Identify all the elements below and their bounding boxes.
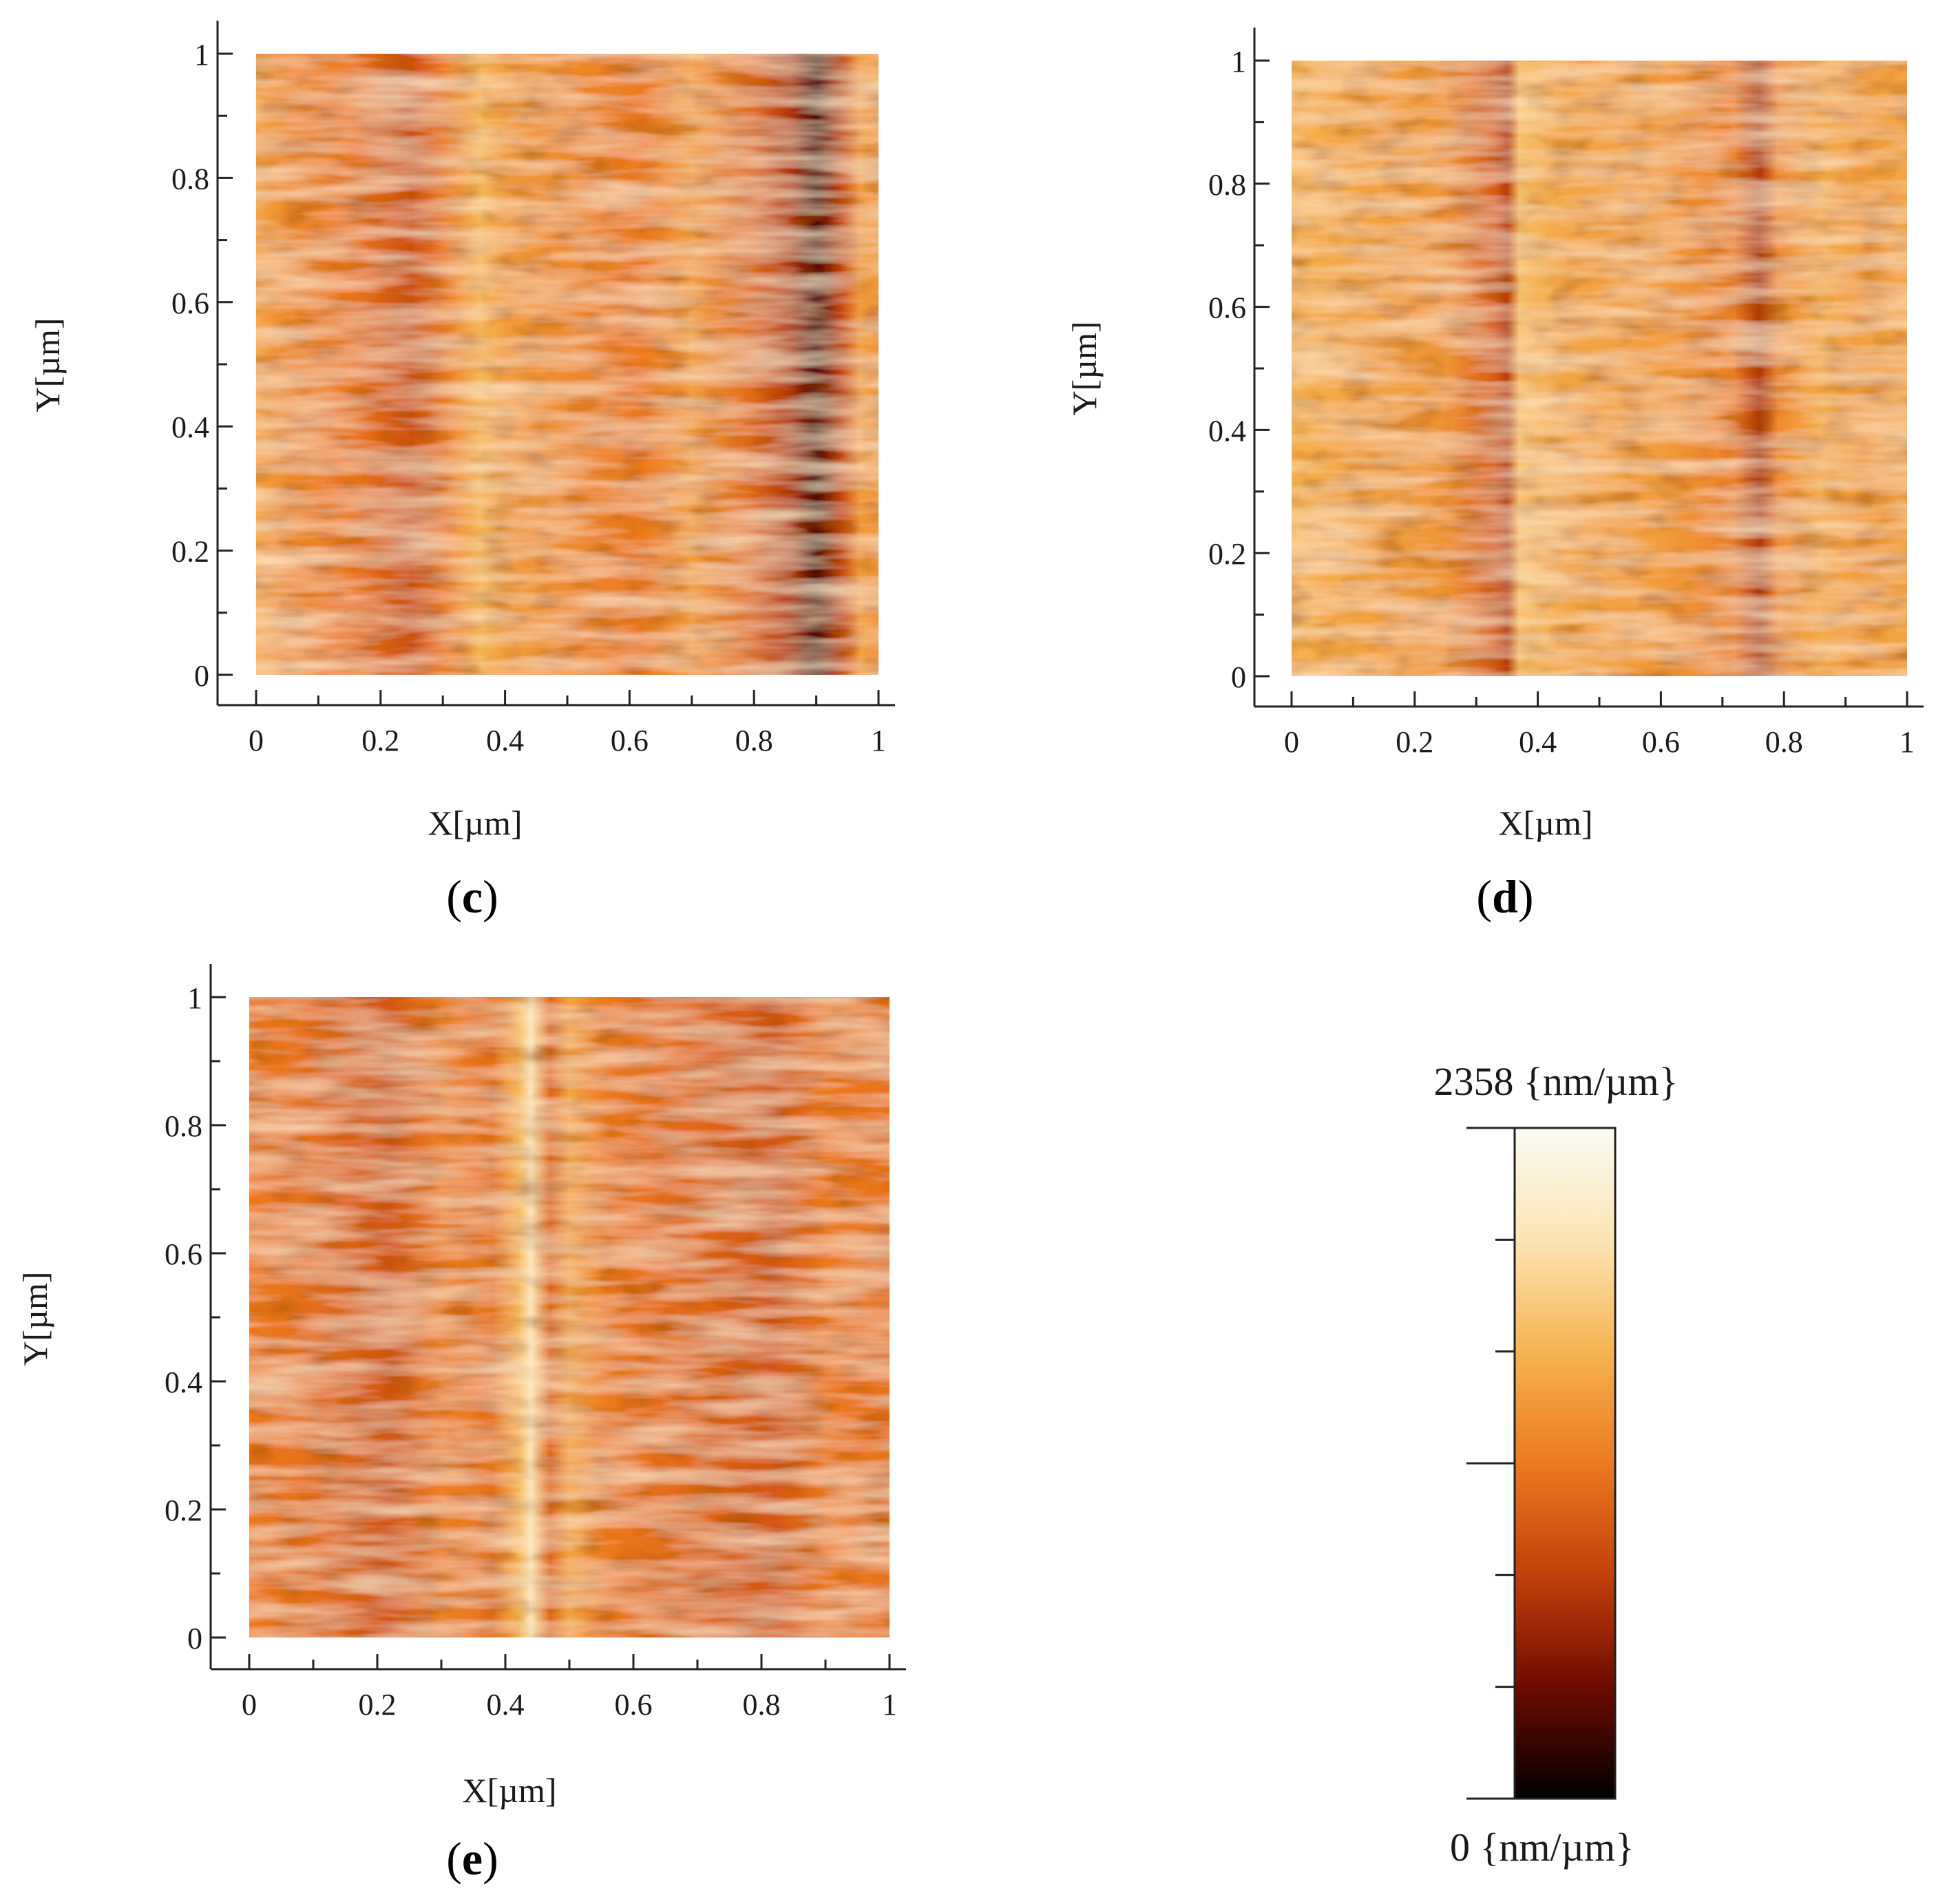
panel-c-y-tick-label: 0.4 — [171, 410, 209, 444]
colorbar-gradient — [1513, 1127, 1617, 1800]
panel-c-y-tick-label: 0 — [194, 659, 209, 693]
panel-d-label-open: ( — [1476, 870, 1492, 923]
panel-c-label-letter: c — [462, 870, 483, 923]
panel-d-x-tick-label: 0.6 — [1642, 725, 1680, 759]
panel-e-y-axis-title: Y[µm] — [16, 1271, 54, 1366]
panel-c-x-tick-label: 0.2 — [361, 724, 399, 757]
panel-d-x-tick-labels: 0 0.2 0.4 0.6 0.8 1 — [1284, 725, 1915, 759]
panel-e-y-tick-label: 1 — [187, 981, 202, 1015]
panel-c-x-tick-label: 0.8 — [735, 724, 773, 757]
panel-e-y-tick-label: 0.6 — [165, 1237, 202, 1271]
panel-d-y-tick-label: 0.2 — [1208, 537, 1246, 571]
panel-d-y-tick-label: 0 — [1231, 660, 1246, 694]
panel-c-label-open: ( — [446, 870, 462, 923]
panel-e-label: (e) — [446, 1832, 498, 1885]
panel-e-x-tick-label: 0 — [242, 1688, 257, 1722]
panel-c-y-tick-label: 1 — [194, 38, 209, 72]
panel-e-x-tick-label: 0.6 — [615, 1688, 653, 1722]
panel-d-y-tick-labels: 0 0.2 0.4 0.6 0.8 1 — [1208, 45, 1246, 694]
panel-c-y-tick-label: 0.6 — [171, 286, 209, 320]
panel-e-surface — [249, 997, 890, 1638]
panel-c-x-axis-title: X[µm] — [428, 804, 522, 842]
panel-d-surface — [1292, 61, 1907, 676]
colorbar-min-value: 0 — [1450, 1825, 1470, 1870]
panel-e-label-close: ) — [483, 1832, 498, 1885]
panel-c-x-tick-label: 0.6 — [611, 724, 649, 757]
panel-d-y-tick-label: 1 — [1231, 45, 1246, 79]
panel-c-y-tick-label: 0.2 — [171, 535, 209, 569]
panel-d-axes — [1253, 28, 1924, 708]
panel-d: 0 0.2 0.4 0.6 0.8 1 0 0.2 0.4 0.6 0.8 1 X[µm] Y[µm… — [1065, 28, 1924, 923]
panel-d-label: (d) — [1476, 870, 1533, 923]
panel-e-x-tick-label: 0.8 — [743, 1688, 781, 1722]
panel-e-x-axis-title: X[µm] — [462, 1771, 556, 1810]
panel-c-y-axis-title: Y[µm] — [28, 317, 67, 412]
panel-d-x-tick-label: 0.8 — [1765, 725, 1803, 759]
panel-c: 0 0.2 0.4 0.6 0.8 1 0 0.2 0.4 0.6 0.8 1 X[µm] Y[µm… — [28, 21, 895, 923]
panel-e-y-tick-label: 0.4 — [165, 1366, 202, 1399]
panel-d-y-tick-label: 0.6 — [1208, 291, 1246, 325]
panel-d-x-axis-title: X[µm] — [1498, 804, 1592, 842]
panel-c-y-tick-label: 0.8 — [171, 162, 209, 196]
panel-e-y-tick-label: 0.8 — [165, 1109, 202, 1143]
panel-c-heatmap — [256, 54, 878, 675]
panel-e-y-tick-labels: 0 0.2 0.4 0.6 0.8 1 — [165, 981, 202, 1655]
panel-e-x-tick-label: 0.2 — [359, 1688, 397, 1722]
panel-c-x-tick-label: 0.4 — [486, 724, 524, 757]
panel-d-y-axis-title: Y[µm] — [1065, 321, 1104, 415]
panel-e-x-tick-label: 0.4 — [487, 1688, 525, 1722]
panel-c-y-tick-labels: 0 0.2 0.4 0.6 0.8 1 — [171, 38, 209, 693]
panel-c-label-close: ) — [483, 870, 498, 923]
panel-e-y-tick-label: 0 — [187, 1622, 202, 1655]
panel-d-y-tick-label: 0.8 — [1208, 168, 1246, 202]
panel-e-x-tick-label: 1 — [882, 1688, 897, 1722]
panel-e-heatmap — [249, 997, 890, 1638]
panel-e-label-open: ( — [446, 1832, 462, 1885]
panel-e-y-tick-label: 0.2 — [165, 1494, 202, 1527]
panel-c-x-tick-label: 1 — [871, 724, 886, 757]
panel-c-axes — [216, 21, 895, 707]
panel-d-label-letter: d — [1492, 870, 1518, 923]
colorbar-min-unit: {nm/µm} — [1480, 1825, 1634, 1870]
panel-c-surface — [256, 54, 878, 675]
colorbar-ticks — [1466, 1127, 1515, 1800]
colorbar-max-unit: {nm/µm} — [1524, 1059, 1678, 1104]
colorbar-max-label: 2358 {nm/µm} — [1434, 1059, 1679, 1104]
panel-c-x-tick-labels: 0 0.2 0.4 0.6 0.8 1 — [249, 724, 886, 757]
colorbar: 2358 {nm/µm} 0 {nm/µm} — [1434, 1059, 1679, 1870]
panel-e-axes — [209, 964, 906, 1671]
panel-d-x-tick-label: 0.2 — [1396, 725, 1433, 759]
panel-d-x-tick-label: 0.4 — [1519, 725, 1557, 759]
panel-d-heatmap — [1292, 61, 1907, 676]
panel-e: 0 0.2 0.4 0.6 0.8 1 0 0.2 0.4 0.6 0.8 1 X[µm] Y[µm… — [16, 964, 906, 1885]
panel-c-label: (c) — [446, 870, 498, 923]
panel-c-x-tick-label: 0 — [249, 724, 264, 757]
colorbar-min-label: 0 {nm/µm} — [1450, 1825, 1634, 1870]
panel-d-x-tick-label: 0 — [1284, 725, 1299, 759]
panel-d-label-close: ) — [1518, 870, 1534, 923]
panel-d-x-tick-label: 1 — [1900, 725, 1915, 759]
colorbar-max-value: 2358 — [1434, 1059, 1514, 1104]
panel-d-y-tick-label: 0.4 — [1208, 414, 1246, 448]
panel-e-label-letter: e — [462, 1832, 483, 1885]
panel-e-x-tick-labels: 0 0.2 0.4 0.6 0.8 1 — [242, 1688, 897, 1722]
